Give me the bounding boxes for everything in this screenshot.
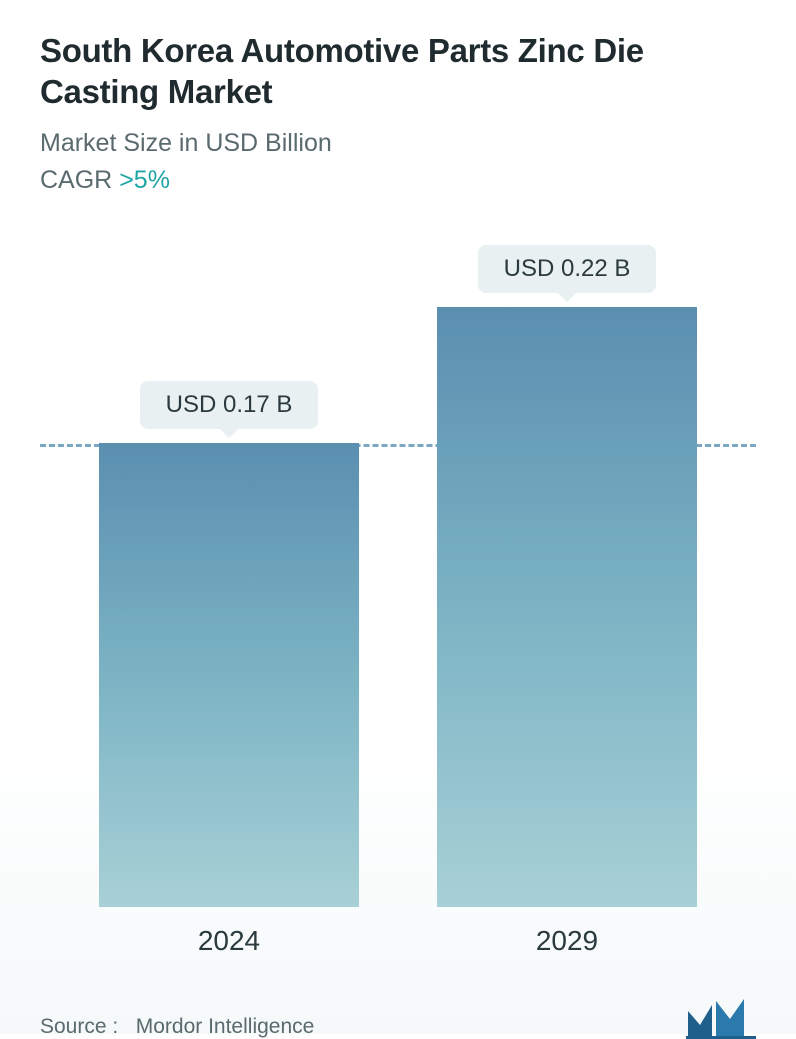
value-badge-2029: USD 0.22 B <box>478 245 657 293</box>
logo-icon <box>686 997 756 1039</box>
chart-title: South Korea Automotive Parts Zinc Die Ca… <box>40 30 756 113</box>
brand-logo <box>686 997 756 1039</box>
cagr-value: >5% <box>119 166 170 194</box>
source-text: Source : Mordor Intelligence <box>40 1015 314 1039</box>
source-label: Source : <box>40 1015 118 1038</box>
footer: Source : Mordor Intelligence <box>40 985 756 1039</box>
cagr-line: CAGR >5% <box>40 166 756 195</box>
chart-container: South Korea Automotive Parts Zinc Die Ca… <box>0 0 796 1034</box>
bar-2029 <box>437 307 697 907</box>
source-value: Mordor Intelligence <box>136 1015 315 1038</box>
x-label-2024: 2024 <box>198 925 260 957</box>
chart-area: USD 0.17 B 2024 USD 0.22 B 2029 <box>40 245 756 977</box>
x-label-2029: 2029 <box>536 925 598 957</box>
chart-subtitle: Market Size in USD Billion <box>40 129 756 158</box>
value-badge-2024: USD 0.17 B <box>140 381 319 429</box>
bar-group-2024: USD 0.17 B 2024 <box>99 381 359 957</box>
bar-group-2029: USD 0.22 B 2029 <box>437 245 697 957</box>
bar-2024 <box>99 443 359 907</box>
cagr-label: CAGR <box>40 166 112 194</box>
